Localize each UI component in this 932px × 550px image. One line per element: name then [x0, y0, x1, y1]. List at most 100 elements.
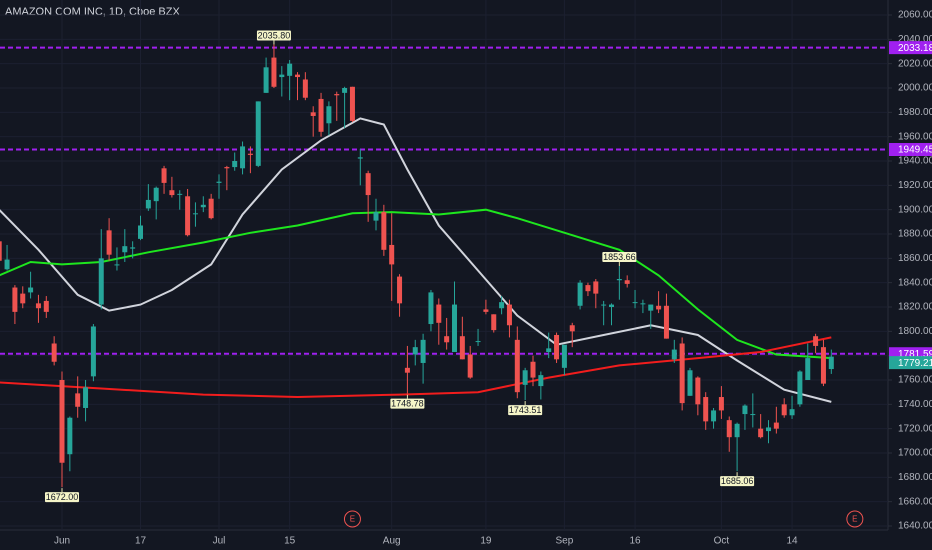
annotation-box [390, 398, 425, 409]
y-tick-label: 1900.00 [898, 204, 932, 215]
candle-body [656, 305, 662, 310]
y-tick-label: 2060.00 [898, 10, 932, 21]
candle-body [20, 293, 26, 304]
candle-body [169, 190, 175, 196]
candle-body [145, 199, 151, 209]
candle-body [530, 361, 536, 378]
last-price-box [889, 356, 932, 370]
candle-body [499, 302, 505, 309]
annotation-label: 1672.00 [46, 492, 79, 502]
x-tick-label: 17 [135, 536, 147, 547]
y-tick-label: 1700.00 [898, 448, 932, 459]
candle-body [59, 380, 65, 463]
candle-body [695, 377, 701, 405]
candle-body [561, 344, 567, 368]
candle-body [208, 198, 214, 219]
candle-body [357, 157, 363, 159]
y-tick-label: 2000.00 [898, 83, 932, 94]
candle-body [224, 167, 230, 169]
candle-body [452, 304, 457, 353]
candle-body [467, 354, 473, 378]
candle-body [153, 187, 159, 202]
candle-body [773, 422, 779, 429]
y-tick-label: 2040.00 [898, 34, 932, 45]
candle-body [302, 79, 308, 98]
candle-body [781, 404, 787, 416]
candle-body [334, 94, 340, 96]
candle-body [687, 370, 693, 396]
candle-body [247, 153, 253, 155]
candle-body [663, 305, 669, 339]
y-tick-label: 1920.00 [898, 180, 932, 191]
candle-body [624, 280, 630, 284]
candle-body [342, 88, 348, 93]
level-price-label: 1781.59 [898, 349, 932, 360]
candle-body [177, 193, 183, 195]
level-price-label: 2033.18 [898, 43, 932, 54]
annotation-box [256, 30, 291, 41]
candle-body [514, 339, 520, 393]
candle-body [679, 343, 685, 404]
annotation-box [602, 252, 637, 263]
candle-body [397, 276, 403, 304]
candle-body [43, 300, 49, 312]
last-price-label: 1779.21 [898, 358, 932, 369]
candle-body [789, 409, 795, 416]
chart-title: AMAZON COM INC, 1D, Cboe BZX [5, 6, 180, 18]
annotation-label: 2035.80 [258, 30, 291, 40]
annotation-box [508, 405, 543, 416]
candle-body [750, 414, 756, 416]
moving-average [0, 336, 832, 399]
candle-body [326, 106, 332, 124]
candle-body [585, 285, 591, 292]
candle-body [51, 343, 57, 362]
candle-body [711, 410, 717, 422]
y-tick-label: 1640.00 [898, 521, 932, 532]
candle-body [67, 417, 73, 455]
candle-body [766, 427, 771, 432]
x-tick-label: Sep [556, 536, 574, 547]
candle-body [648, 304, 654, 311]
candle-body [601, 304, 607, 306]
candle-body [805, 358, 811, 380]
candle-body [758, 428, 764, 438]
candle-body [475, 341, 481, 343]
candle-body [130, 247, 136, 249]
candle-body [742, 405, 748, 415]
x-tick-label: Jun [54, 536, 70, 547]
candle-body [216, 181, 222, 183]
candle-body [255, 101, 261, 166]
y-tick-label: 1960.00 [898, 131, 932, 142]
annotation-label: 1853.66 [603, 252, 636, 262]
candle-body [12, 287, 18, 312]
event-label: E [350, 515, 355, 524]
candle-body [797, 371, 803, 405]
candle-body [428, 292, 434, 325]
candle-body [138, 225, 143, 239]
y-tick-label: 1660.00 [898, 496, 932, 507]
level-price-box [889, 143, 932, 157]
candle-body [271, 57, 277, 87]
level-price-box [889, 41, 932, 55]
candle-body [459, 336, 465, 360]
y-tick-label: 1800.00 [898, 326, 932, 337]
candle-body [569, 325, 575, 332]
x-tick-label: 19 [480, 536, 492, 547]
candle-body [310, 112, 316, 116]
y-tick-label: 1740.00 [898, 399, 932, 410]
candle-body [161, 168, 167, 183]
candle-body [554, 334, 560, 360]
candle-body [287, 63, 293, 76]
candle-body [640, 303, 646, 305]
candle-body [718, 397, 724, 411]
candle-body [483, 309, 489, 312]
candle-body [232, 161, 238, 168]
y-tick-label: 1760.00 [898, 375, 932, 386]
x-tick-label: 14 [786, 536, 798, 547]
y-tick-label: 1940.00 [898, 156, 932, 167]
candle-body [240, 146, 246, 169]
level-price-label: 1949.45 [898, 145, 932, 156]
candle-body [726, 420, 732, 438]
candle-body [106, 230, 112, 255]
